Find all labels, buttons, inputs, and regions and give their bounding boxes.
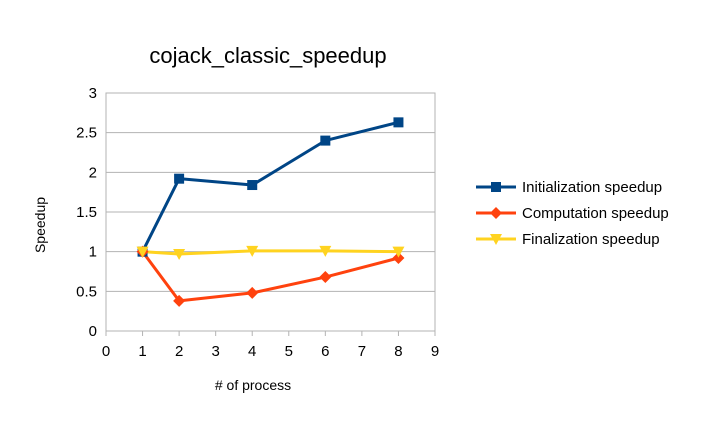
data-point: [136, 246, 149, 258]
y-axis-label: Speedup: [32, 197, 48, 253]
x-axis-ticks: 0 1 2 3 4 5 6 7 8 9: [102, 331, 439, 360]
data-point: [174, 173, 185, 184]
x-tick-label: 6: [321, 343, 329, 360]
legend-marker: [491, 182, 501, 192]
y-tick-label: 1: [89, 244, 97, 261]
x-tick-label: 0: [102, 343, 110, 360]
data-point: [319, 271, 332, 284]
plot-area-border: [105, 92, 436, 332]
data-point: [320, 135, 331, 146]
y-tick-label: 1.5: [76, 204, 97, 221]
data-point: [393, 117, 404, 128]
data-point: [246, 245, 259, 257]
x-axis-label: # of process: [215, 377, 291, 393]
data-point: [392, 246, 405, 258]
data-point: [246, 286, 259, 299]
x-tick-label: 4: [248, 343, 256, 360]
legend-label: Finalization speedup: [522, 231, 660, 248]
x-tick-label: 3: [211, 343, 219, 360]
x-tick-label: 5: [285, 343, 293, 360]
legend: Initialization speedup Computation speedu…: [476, 179, 669, 248]
series-layer: [136, 117, 405, 307]
data-point: [319, 245, 332, 257]
legend-label: Initialization speedup: [522, 179, 662, 196]
data-point: [247, 180, 258, 191]
y-tick-label: 2: [89, 164, 97, 181]
x-tick-label: 2: [175, 343, 183, 360]
x-tick-label: 1: [138, 343, 146, 360]
series-line-0: [141, 120, 399, 253]
data-point: [392, 252, 405, 265]
legend-marker: [490, 234, 502, 245]
series-line-1: [141, 250, 399, 303]
y-tick-label: 0: [89, 323, 97, 340]
legend-marker: [490, 207, 502, 219]
data-point: [173, 294, 186, 307]
chart-title: cojack_classic_speedup: [149, 43, 386, 68]
grid-lines: [106, 92, 435, 332]
data-point: [173, 249, 186, 261]
legend-label: Computation speedup: [522, 205, 669, 222]
y-tick-label: 2.5: [76, 125, 97, 142]
y-tick-label: 3: [89, 85, 97, 102]
y-tick-label: 0.5: [76, 283, 97, 300]
x-tick-label: 9: [431, 343, 439, 360]
x-tick-label: 7: [358, 343, 366, 360]
x-tick-label: 8: [394, 343, 402, 360]
y-axis-ticks: 0 0.5 1 1.5 2 2.5 3: [76, 85, 97, 340]
